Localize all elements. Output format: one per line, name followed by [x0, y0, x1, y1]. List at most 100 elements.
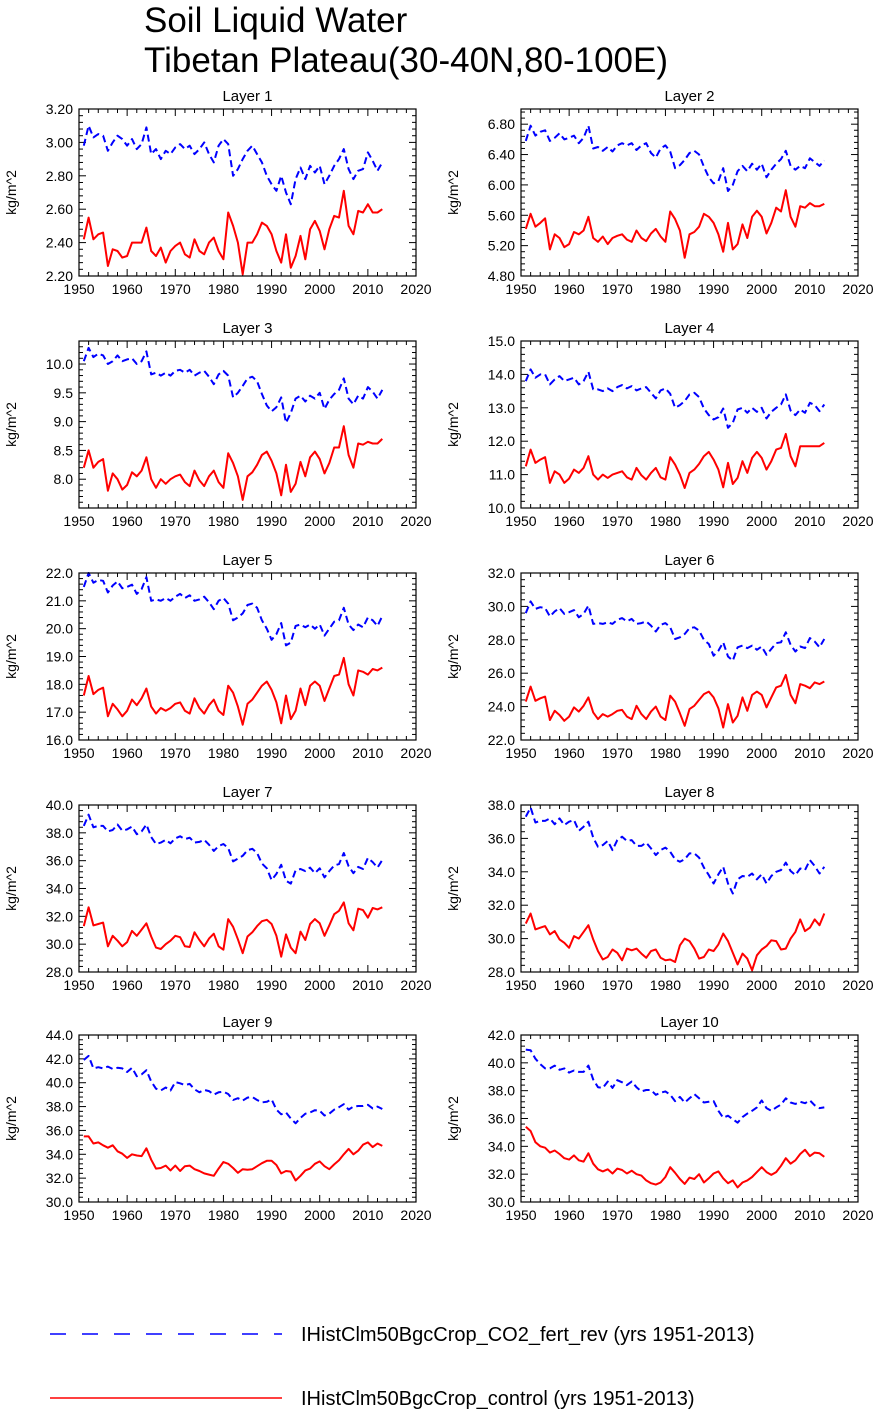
- x-tick-label: 1980: [208, 745, 239, 761]
- x-tick-label: 1960: [112, 977, 143, 993]
- y-tick-label: 17.0: [46, 704, 73, 720]
- x-tick-label: 1960: [554, 977, 585, 993]
- x-tick-label: 1980: [208, 513, 239, 529]
- x-tick-label: 2010: [794, 281, 825, 297]
- x-tick-label: 1980: [208, 977, 239, 993]
- y-tick-label: 30.0: [488, 931, 515, 947]
- page-title: Soil Liquid Water Tibetan Plateau(30-40N…: [144, 1, 668, 80]
- y-tick-label: 40.0: [488, 1055, 515, 1071]
- series-line-control: [83, 1135, 383, 1182]
- y-tick-label: 32.0: [46, 1170, 73, 1186]
- x-tick-label: 1950: [63, 281, 94, 297]
- legend-label-co2-fert: IHistClm50BgcCrop_CO2_fert_rev (yrs 1951…: [301, 1324, 755, 1346]
- x-tick-label: 2020: [842, 745, 873, 761]
- x-tick-label: 1990: [256, 1207, 287, 1223]
- x-tick-label: 1980: [650, 513, 681, 529]
- series-line-co2-fert: [82, 572, 384, 647]
- series-line-co2-fert: [82, 813, 384, 885]
- x-tick-label: 1990: [256, 281, 287, 297]
- y-tick-label: 34.0: [488, 1138, 515, 1154]
- y-tick-label: 21.0: [46, 593, 73, 609]
- x-tick-label: 2010: [352, 977, 383, 993]
- x-tick-label: 1960: [554, 745, 585, 761]
- x-tick-label: 2020: [400, 281, 431, 297]
- y-tick-label: 8.0: [54, 471, 74, 487]
- x-tick-label: 1990: [698, 745, 729, 761]
- series-line-co2-fert: [82, 346, 384, 424]
- x-tick-label: 2000: [746, 1207, 777, 1223]
- x-tick-label: 2020: [400, 745, 431, 761]
- chart-panel-layer-10: Layer 10 kg/m^2 1950 1960 1970 1980 1990 2000 20…: [445, 1014, 874, 1223]
- x-tick-label: 1980: [650, 281, 681, 297]
- x-tick-label: 2000: [746, 745, 777, 761]
- y-axis-label: kg/m^2: [3, 634, 19, 679]
- x-tick-label: 2020: [842, 513, 873, 529]
- chart-grid: Layer 1 kg/m^2 1950 1960 1970 1980 1990 2000 201…: [3, 88, 874, 1223]
- y-tick-label: 16.0: [46, 732, 73, 748]
- y-axis-label: kg/m^2: [445, 170, 461, 215]
- chart-panel-layer-5: Layer 5 kg/m^2 1950 1960 1970 1980 1990 2000 201…: [3, 552, 432, 761]
- y-tick-label: 10.0: [46, 356, 73, 372]
- x-tick-label: 1950: [505, 745, 536, 761]
- x-tick-label: 2020: [842, 281, 873, 297]
- x-tick-label: 1970: [160, 1207, 191, 1223]
- x-tick-label: 1970: [160, 281, 191, 297]
- x-tick-label: 2020: [400, 977, 431, 993]
- x-tick-label: 2020: [400, 513, 431, 529]
- y-tick-label: 6.00: [488, 177, 515, 193]
- x-tick-label: 2000: [304, 977, 335, 993]
- x-tick-label: 1950: [505, 977, 536, 993]
- y-tick-label: 5.60: [488, 207, 515, 223]
- y-tick-label: 32.0: [488, 565, 515, 581]
- y-tick-label: 11.0: [489, 467, 515, 483]
- plot-frame: [78, 572, 417, 741]
- y-tick-label: 6.80: [488, 116, 515, 132]
- page-title-line-1: Soil Liquid Water: [144, 1, 408, 40]
- y-axis-label: kg/m^2: [3, 866, 19, 911]
- panel-title: Layer 7: [222, 784, 272, 801]
- x-tick-label: 1970: [602, 513, 633, 529]
- y-axis-label: kg/m^2: [445, 1096, 461, 1141]
- y-tick-label: 8.5: [54, 442, 74, 458]
- y-tick-label: 38.0: [488, 1083, 515, 1099]
- y-tick-label: 4.80: [488, 268, 515, 284]
- y-tick-label: 40.0: [46, 797, 73, 813]
- y-tick-label: 13.0: [488, 400, 515, 416]
- x-tick-label: 2000: [304, 745, 335, 761]
- x-tick-label: 1970: [160, 745, 191, 761]
- y-tick-label: 2.40: [46, 235, 73, 251]
- y-tick-label: 28.0: [488, 632, 515, 648]
- x-tick-label: 1960: [554, 1207, 585, 1223]
- y-tick-label: 6.40: [488, 147, 515, 163]
- x-tick-label: 2000: [304, 1207, 335, 1223]
- plot-frame: [78, 340, 417, 509]
- y-tick-label: 30.0: [488, 598, 515, 614]
- y-tick-label: 40.0: [46, 1075, 73, 1091]
- y-tick-label: 10.0: [488, 500, 515, 516]
- x-tick-label: 2000: [746, 977, 777, 993]
- x-tick-label: 1990: [256, 513, 287, 529]
- panel-title: Layer 1: [222, 88, 272, 105]
- x-tick-label: 1950: [505, 281, 536, 297]
- x-tick-label: 1960: [554, 513, 585, 529]
- y-tick-label: 14.0: [488, 366, 515, 382]
- x-tick-label: 1960: [554, 281, 585, 297]
- x-tick-label: 1950: [63, 1207, 94, 1223]
- x-tick-label: 2010: [794, 977, 825, 993]
- x-tick-label: 1990: [698, 977, 729, 993]
- series-line-control: [524, 912, 826, 972]
- y-tick-label: 3.20: [46, 101, 73, 117]
- panel-title: Layer 8: [664, 784, 714, 801]
- series-line-control: [82, 425, 383, 501]
- y-tick-label: 30.0: [46, 936, 73, 952]
- series-line-co2-fert: [83, 1054, 383, 1125]
- x-tick-label: 2000: [746, 513, 777, 529]
- y-tick-label: 34.0: [46, 1146, 73, 1162]
- y-tick-label: 15.0: [488, 333, 515, 349]
- y-tick-label: 34.0: [46, 881, 73, 897]
- chart-panel-layer-7: Layer 7 kg/m^2 1950 1960 1970 1980 1990 2000 201…: [3, 784, 432, 993]
- y-tick-label: 30.0: [46, 1194, 73, 1210]
- y-tick-label: 9.0: [54, 414, 74, 430]
- y-tick-label: 38.0: [488, 797, 515, 813]
- x-tick-label: 1970: [602, 281, 633, 297]
